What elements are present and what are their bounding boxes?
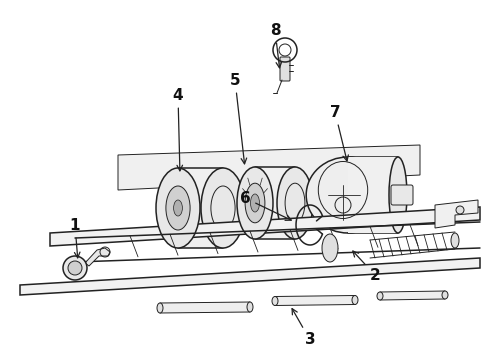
Text: 6: 6 <box>240 190 291 220</box>
Ellipse shape <box>377 292 383 300</box>
Text: 8: 8 <box>270 23 282 68</box>
Ellipse shape <box>156 168 200 248</box>
Text: 7: 7 <box>330 104 348 161</box>
Polygon shape <box>178 168 223 248</box>
Ellipse shape <box>306 157 390 233</box>
Ellipse shape <box>272 297 278 306</box>
Text: 4: 4 <box>172 87 183 171</box>
Ellipse shape <box>250 194 260 212</box>
Circle shape <box>456 206 464 214</box>
Polygon shape <box>380 291 445 300</box>
FancyBboxPatch shape <box>391 185 413 205</box>
Ellipse shape <box>173 200 182 216</box>
Text: 5: 5 <box>230 72 246 164</box>
Ellipse shape <box>201 168 245 248</box>
Text: 1: 1 <box>70 217 80 258</box>
Polygon shape <box>255 167 295 239</box>
Polygon shape <box>20 258 480 295</box>
Ellipse shape <box>451 233 459 248</box>
Ellipse shape <box>245 183 265 223</box>
Text: 2: 2 <box>353 251 380 283</box>
Ellipse shape <box>157 303 163 313</box>
Ellipse shape <box>442 291 448 299</box>
Ellipse shape <box>166 186 190 230</box>
Polygon shape <box>118 145 420 190</box>
Ellipse shape <box>277 167 313 239</box>
Polygon shape <box>160 302 250 313</box>
Polygon shape <box>348 157 398 233</box>
Text: 3: 3 <box>292 309 315 347</box>
Polygon shape <box>435 200 478 228</box>
Polygon shape <box>50 207 480 246</box>
Ellipse shape <box>352 296 358 305</box>
Ellipse shape <box>247 302 253 312</box>
Ellipse shape <box>322 234 338 262</box>
Circle shape <box>68 261 82 275</box>
Circle shape <box>63 256 87 280</box>
Ellipse shape <box>237 167 273 239</box>
Polygon shape <box>85 248 110 266</box>
Polygon shape <box>275 296 355 306</box>
FancyBboxPatch shape <box>280 57 290 81</box>
Ellipse shape <box>389 157 407 233</box>
